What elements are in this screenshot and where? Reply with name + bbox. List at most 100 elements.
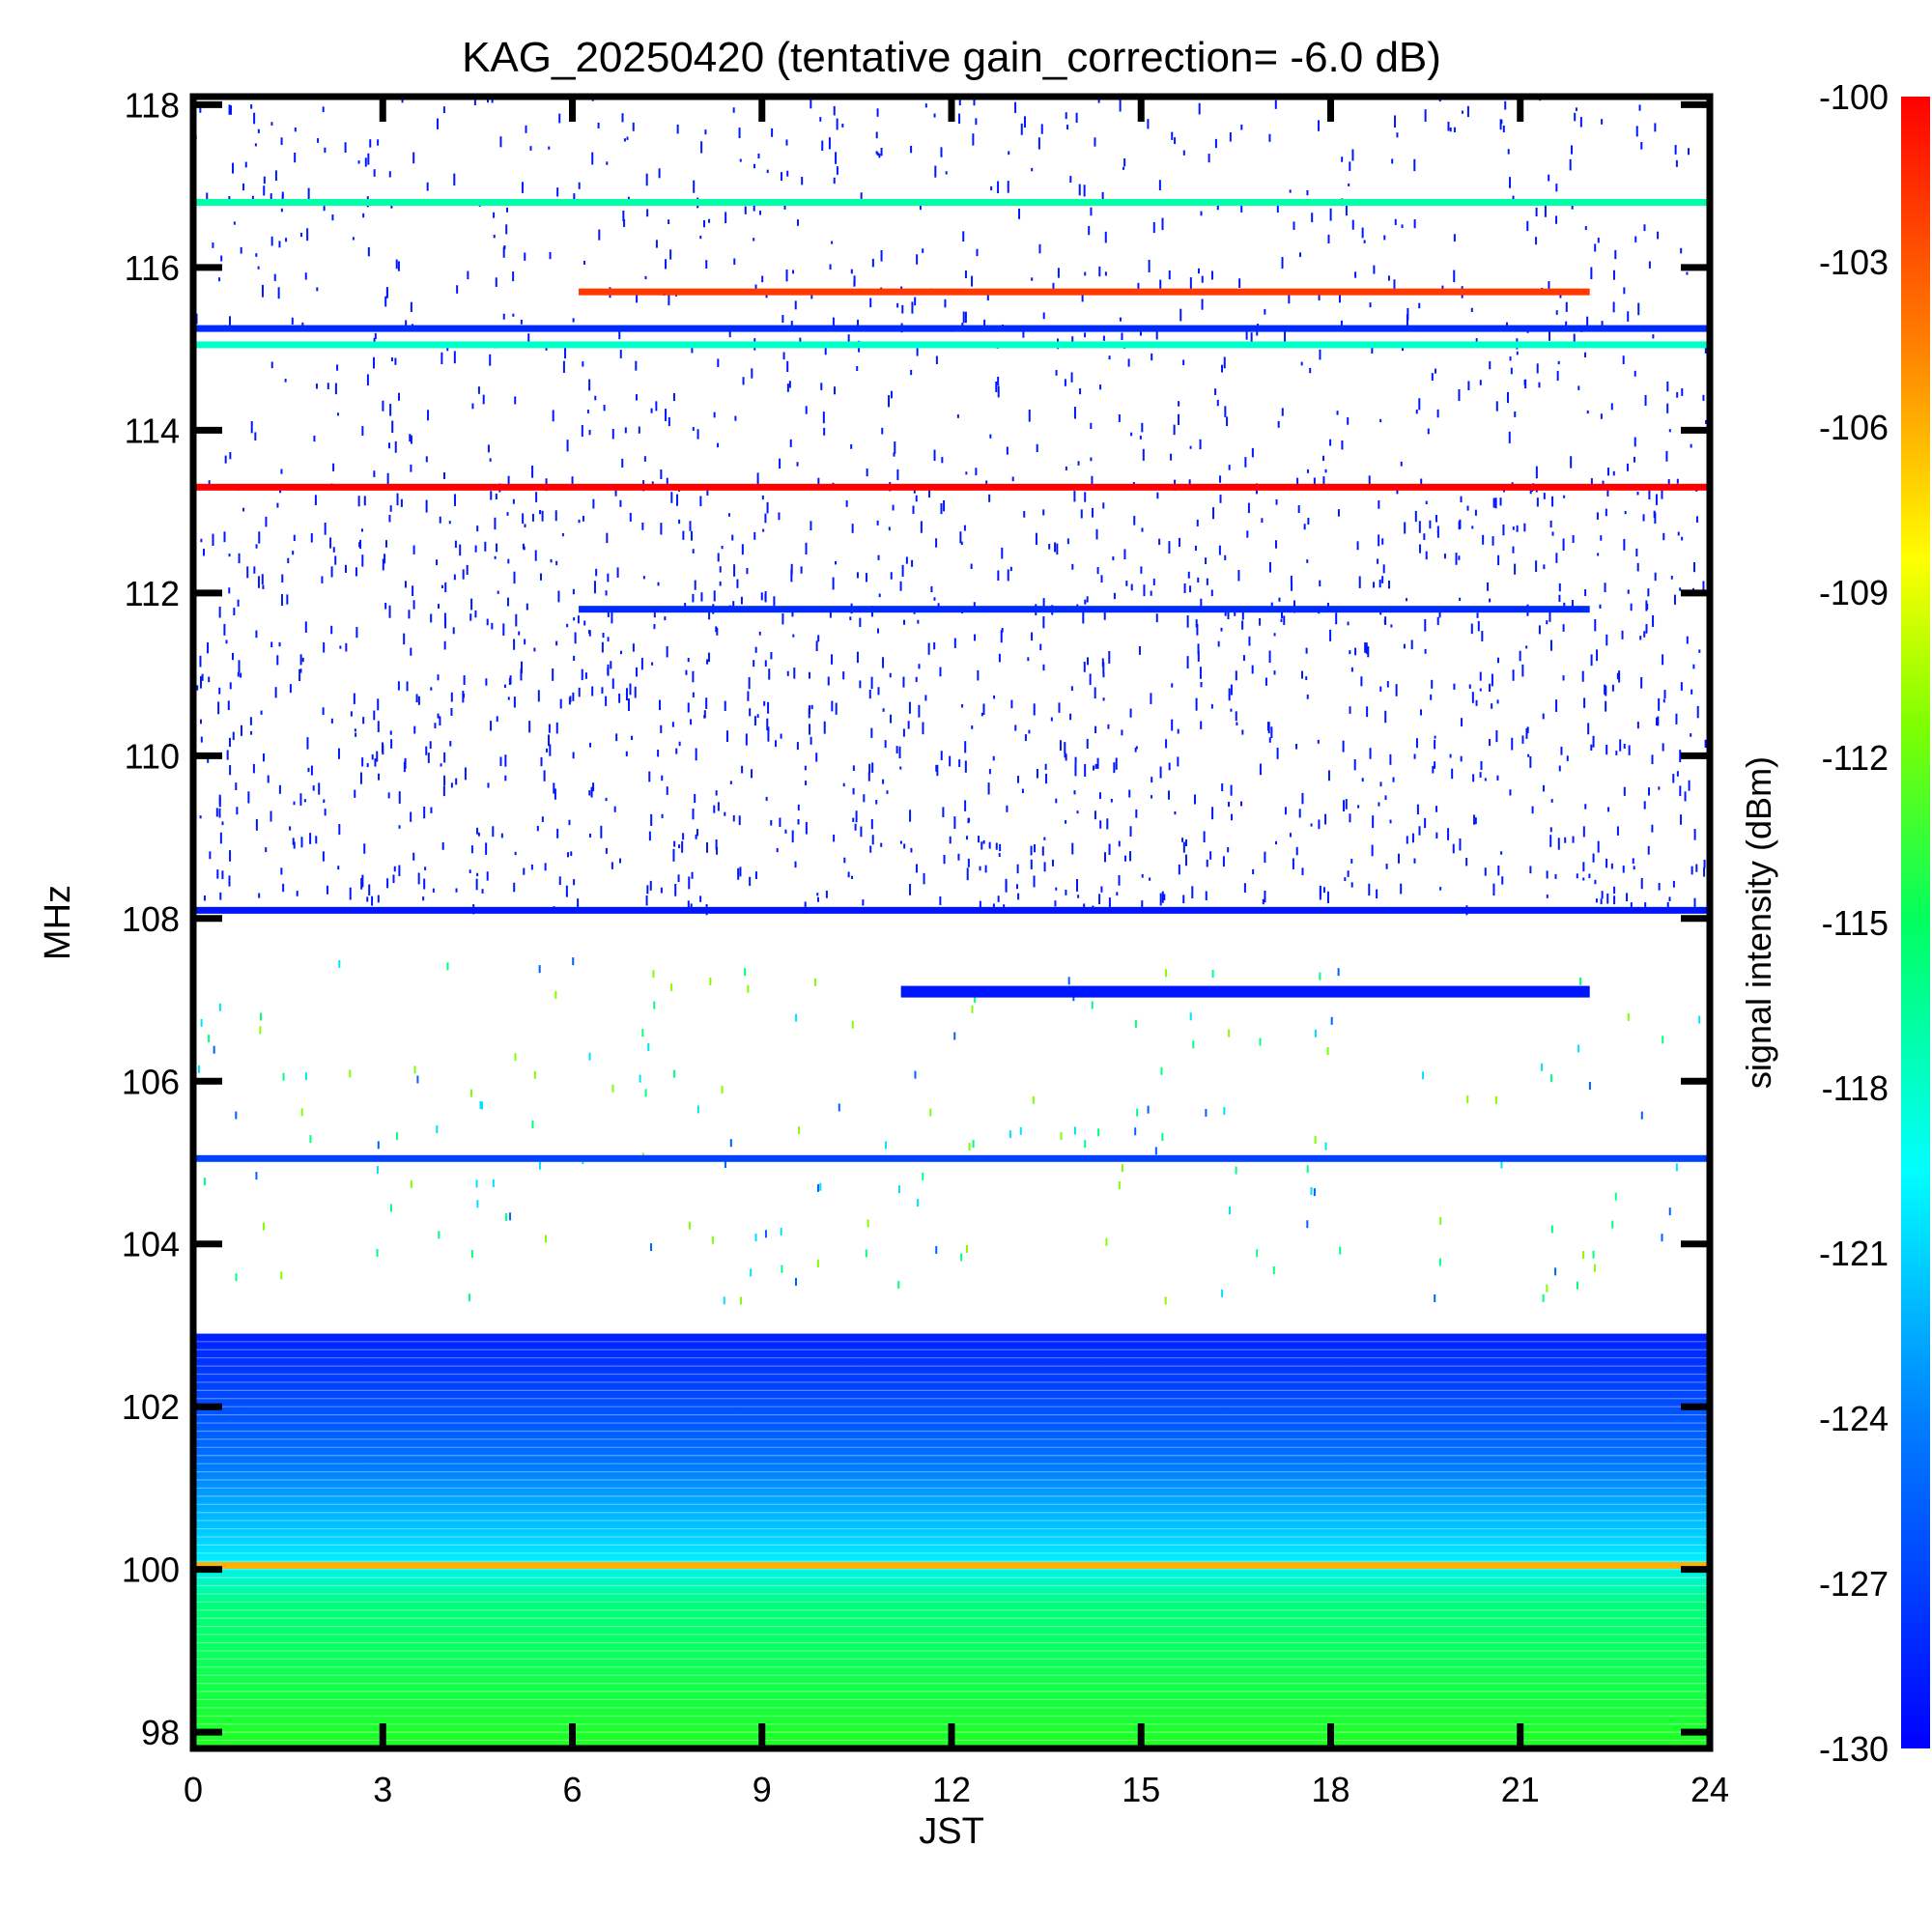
noise-speck bbox=[1156, 492, 1159, 499]
noise-speck bbox=[1200, 598, 1203, 608]
noise-speck bbox=[329, 537, 332, 549]
noise-speck bbox=[1015, 884, 1018, 890]
noise-speck bbox=[258, 893, 261, 898]
noise-speck bbox=[655, 240, 658, 248]
noise-speck bbox=[1327, 234, 1330, 244]
noise-speck bbox=[728, 330, 731, 338]
noise-speck bbox=[1345, 205, 1348, 216]
noise-speck bbox=[223, 623, 226, 636]
noise-speck bbox=[1195, 619, 1198, 628]
noise-speck bbox=[1394, 115, 1397, 128]
noise-speck bbox=[1347, 621, 1350, 626]
noise-speck bbox=[453, 574, 456, 581]
noise-speck bbox=[395, 259, 398, 270]
noise-speck bbox=[1182, 841, 1185, 853]
noise-speck bbox=[427, 410, 430, 421]
noise-speck bbox=[927, 642, 930, 655]
noise-speck bbox=[1654, 123, 1657, 132]
noise-speck bbox=[944, 298, 947, 308]
noise-speck bbox=[1211, 270, 1214, 280]
noise-speck bbox=[971, 1005, 974, 1013]
noise-speck bbox=[922, 1172, 924, 1180]
noise-speck bbox=[493, 234, 496, 239]
noise-speck bbox=[641, 1029, 644, 1037]
noise-speck bbox=[278, 641, 281, 647]
noise-speck bbox=[353, 693, 355, 704]
noise-speck bbox=[1491, 673, 1493, 687]
noise-speck bbox=[1435, 515, 1437, 523]
noise-speck bbox=[1651, 754, 1654, 765]
noise-speck bbox=[671, 722, 674, 727]
noise-speck bbox=[849, 616, 852, 620]
noise-speck bbox=[1693, 829, 1696, 840]
noise-speck bbox=[707, 652, 710, 663]
noise-speck bbox=[699, 235, 702, 240]
noise-speck bbox=[537, 690, 540, 702]
noise-speck bbox=[1379, 686, 1382, 692]
noise-speck bbox=[1311, 213, 1314, 223]
noise-speck bbox=[518, 631, 521, 636]
noise-speck bbox=[1600, 898, 1603, 905]
noise-speck bbox=[1512, 669, 1515, 681]
noise-speck bbox=[1040, 124, 1043, 134]
noise-speck bbox=[619, 350, 622, 358]
noise-speck bbox=[334, 383, 337, 395]
noise-speck bbox=[1667, 479, 1670, 488]
noise-speck bbox=[964, 741, 967, 753]
noise-speck bbox=[760, 592, 763, 601]
noise-speck bbox=[1173, 424, 1176, 436]
noise-speck bbox=[1018, 208, 1021, 219]
noise-speck bbox=[1592, 1250, 1595, 1259]
noise-speck bbox=[949, 836, 952, 844]
noise-speck bbox=[287, 557, 290, 564]
noise-speck bbox=[1657, 231, 1660, 240]
noise-speck bbox=[1356, 541, 1359, 551]
noise-speck bbox=[1555, 310, 1558, 315]
noise-speck bbox=[644, 275, 647, 280]
noise-speck bbox=[815, 640, 818, 652]
noise-speck bbox=[696, 829, 698, 837]
noise-speck bbox=[919, 201, 922, 211]
noise-speck bbox=[306, 228, 309, 242]
noise-speck bbox=[212, 533, 214, 547]
noise-speck bbox=[236, 807, 239, 815]
noise-speck bbox=[1288, 294, 1291, 304]
noise-speck bbox=[586, 410, 589, 413]
noise-speck bbox=[688, 1221, 691, 1230]
noise-speck bbox=[1074, 756, 1077, 764]
noise-speck bbox=[781, 613, 784, 625]
noise-speck bbox=[1495, 401, 1498, 412]
noise-speck bbox=[443, 752, 446, 763]
noise-speck bbox=[804, 765, 807, 771]
y-tick-label: 106 bbox=[122, 1062, 180, 1101]
noise-speck bbox=[1327, 770, 1330, 781]
noise-speck bbox=[554, 510, 557, 522]
noise-speck bbox=[502, 623, 505, 636]
noise-speck bbox=[417, 696, 420, 705]
noise-speck bbox=[1211, 970, 1214, 979]
noise-speck bbox=[1306, 1165, 1309, 1174]
noise-speck bbox=[838, 1103, 840, 1112]
noise-speck bbox=[1605, 508, 1607, 517]
noise-speck bbox=[200, 675, 203, 685]
noise-speck bbox=[764, 660, 767, 668]
noise-speck bbox=[1638, 104, 1641, 111]
noise-speck bbox=[481, 1101, 484, 1110]
noise-speck bbox=[1525, 727, 1528, 739]
noise-speck bbox=[361, 757, 364, 767]
noise-speck bbox=[1007, 181, 1009, 193]
noise-speck bbox=[274, 170, 277, 181]
noise-speck bbox=[257, 128, 260, 133]
noise-speck bbox=[1554, 1267, 1557, 1276]
noise-speck bbox=[1449, 127, 1452, 132]
noise-speck bbox=[819, 1182, 822, 1191]
noise-speck bbox=[953, 638, 956, 648]
noise-speck bbox=[973, 602, 976, 611]
noise-speck bbox=[660, 523, 663, 531]
noise-speck bbox=[1430, 694, 1433, 700]
noise-speck bbox=[1675, 1163, 1678, 1172]
noise-speck bbox=[536, 825, 539, 832]
noise-speck bbox=[703, 710, 706, 719]
noise-speck bbox=[434, 723, 437, 729]
noise-speck bbox=[1214, 388, 1217, 396]
